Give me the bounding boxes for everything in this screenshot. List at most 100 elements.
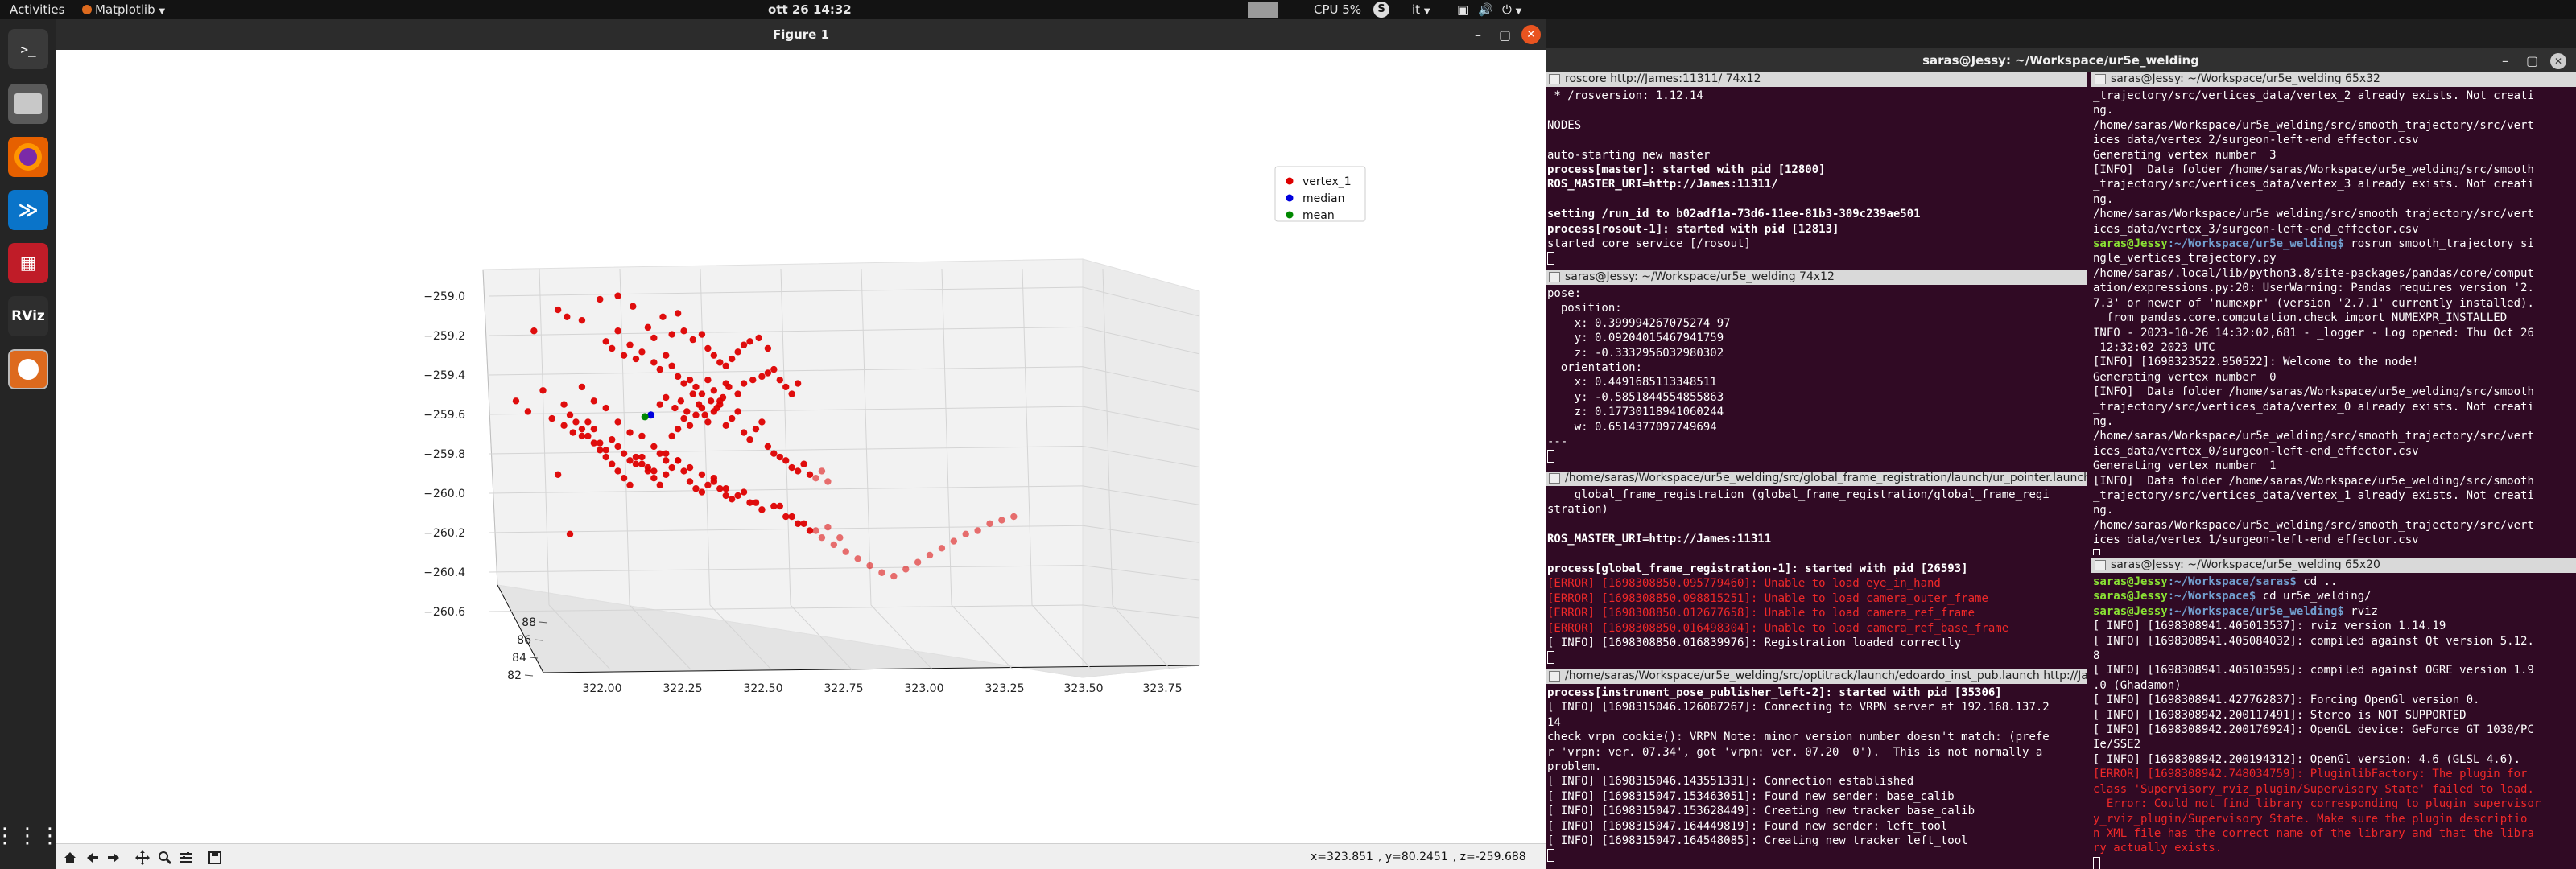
vertex_1-point <box>740 488 748 496</box>
vertex_1-point <box>602 453 609 461</box>
vertex_1-point <box>590 397 598 405</box>
terminal-line: x: 0.4491685113348511 <box>1547 376 1717 389</box>
x-tick-label: 322.00 <box>583 682 622 695</box>
vertex_1-point <box>689 336 696 344</box>
matplotlib-icon[interactable] <box>8 349 48 389</box>
pane-optitrack[interactable]: /home/saras/Workspace/ur5e_welding/src/o… <box>1546 669 2087 869</box>
pane-roscore[interactable]: roscore http://James:11311/ 74x12 * /ros… <box>1546 72 2087 267</box>
pane-close-icon[interactable] <box>1549 473 1560 484</box>
home-icon[interactable] <box>61 849 79 867</box>
data-points <box>512 292 1018 580</box>
terminal-line: saras@Jessy:~/Workspace/saras$ cd .. <box>2093 575 2338 588</box>
vertex_1-point <box>539 387 547 394</box>
vertex_1-point <box>854 555 861 562</box>
pan-icon[interactable] <box>134 849 151 867</box>
terminal-line: z: 0.17730118941060244 <box>1547 406 1724 419</box>
vertex_1-point <box>608 436 616 443</box>
close-icon[interactable]: ✕ <box>2550 53 2566 69</box>
pane-close-icon[interactable] <box>1549 671 1560 682</box>
terminal-line: [ INFO] [1698315047.164449819]: Found ne… <box>1547 819 1948 833</box>
show-applications-icon[interactable]: ⋮⋮⋮ <box>0 824 62 848</box>
vertex_1-point <box>566 411 574 418</box>
pane-smooth-trajectory[interactable]: saras@Jessy: ~/Workspace/ur5e_welding 65… <box>2091 72 2576 555</box>
terminal-line: ROS_MASTER_URI=http://James:11311/ <box>1547 178 1778 192</box>
vertex_1-point <box>650 334 658 342</box>
vertex_1-point <box>740 341 748 348</box>
terminal-icon[interactable]: >_ <box>8 29 48 69</box>
zoom-icon[interactable] <box>156 849 174 867</box>
scatter-3d-plot[interactable]: −259.0 −259.2 −259.4 −259.6 −259.8 −260.0 −260… <box>56 50 1546 843</box>
activities-button[interactable]: Activities <box>10 2 65 17</box>
pane-pose[interactable]: saras@Jessy: ~/Workspace/ur5e_welding 74… <box>1546 270 2087 468</box>
vertex_1-point <box>692 383 700 391</box>
vertex_1-point <box>764 344 772 352</box>
z-tick-labels: −259.0 −259.2 −259.4 −259.6 −259.8 −260.0 −260… <box>423 290 465 619</box>
pane-close-icon[interactable] <box>1549 74 1560 84</box>
network-icon[interactable]: ▣ <box>1457 2 1469 17</box>
terminal-line: [INFO] Data folder /home/saras/Workspace… <box>2093 163 2534 177</box>
vertex_1-point <box>701 411 708 418</box>
figure-toolbar: x=323.851 , y=80.2451 , z=-259.688 <box>56 843 1546 869</box>
terminal-line: ngle_vertices_trajectory.py <box>2093 252 2277 266</box>
vertex_1-point <box>950 537 958 545</box>
terminal-line: class 'Supervisory_rviz_plugin/Superviso… <box>2093 782 2534 796</box>
app-menu[interactable]: Matplotlib ▼ <box>82 2 165 17</box>
maximize-icon[interactable]: ▢ <box>1499 27 1512 43</box>
terminal-line: INFO - 2023-10-26 14:32:02,681 - _logger… <box>2093 326 2534 340</box>
pane-close-icon[interactable] <box>2095 74 2106 84</box>
vertex_1-point <box>716 401 724 408</box>
terminal-line: [ERROR] [1698308942.748034759]: Pluginli… <box>2093 768 2528 781</box>
volume-icon[interactable]: 🔊 <box>1478 2 1493 17</box>
chevron-down-icon: ▼ <box>159 7 166 16</box>
cpu-indicator[interactable]: CPU 5% <box>1314 2 1362 17</box>
files-icon[interactable] <box>8 84 48 124</box>
vertex_1-point <box>572 418 580 426</box>
terminal-line: n XML file has the correct name of the l… <box>2093 826 2534 840</box>
skype-icon[interactable]: S <box>1373 2 1389 18</box>
pane-ur-pointer[interactable]: /home/saras/Workspace/ur5e_welding/src/g… <box>1546 472 2087 666</box>
forward-arrow-icon[interactable] <box>105 849 122 867</box>
terminal-line: 7.3' or newer of 'numexpr' (version '2.7… <box>2093 296 2534 310</box>
maximize-icon[interactable]: ▢ <box>2526 53 2539 68</box>
terminal-line: [ INFO] [1698308941.427762837]: Forcing … <box>2093 694 2480 707</box>
clock[interactable]: ott 26 14:32 <box>768 2 852 17</box>
power-icon[interactable]: ⏻ ▼ <box>1502 2 1522 17</box>
vertex_1-point <box>776 453 783 461</box>
close-icon[interactable]: ✕ <box>1521 25 1541 44</box>
minimize-icon[interactable]: – <box>1475 27 1481 43</box>
terminal-line: check_vrpn_cookie(): VRPN Note: minor ve… <box>1547 731 2050 744</box>
vscode-icon[interactable]: ≫ <box>8 190 48 230</box>
vertex_1-point <box>578 432 586 440</box>
vertex_1-point <box>704 481 712 489</box>
terminal-line: saras@Jessy:~/Workspace$ cd ur5e_welding… <box>2093 590 2372 603</box>
vertex_1-point <box>842 548 849 555</box>
coord-x: x=323.851 <box>1311 850 1373 863</box>
pane-rviz[interactable]: saras@Jessy: ~/Workspace/ur5e_welding 65… <box>2091 558 2576 869</box>
terminal-line: [ INFO] [1698308941.405013537]: rviz ver… <box>2093 620 2446 633</box>
vertex_1-point <box>677 397 685 405</box>
vertex_1-point <box>530 327 538 335</box>
rviz-icon[interactable]: RViz <box>8 296 48 336</box>
vertex_1-point <box>704 418 712 426</box>
back-arrow-icon[interactable] <box>84 849 101 867</box>
system-monitor-icon[interactable]: ▦ <box>8 243 48 283</box>
pane-close-icon[interactable] <box>1549 272 1560 282</box>
vertex_1-point <box>782 513 790 521</box>
vertex_1-point <box>597 447 604 454</box>
terminal-line: [ERROR] [1698308850.098815251]: Unable t… <box>1547 591 1988 605</box>
language-indicator[interactable]: it ▼ <box>1412 2 1430 17</box>
terminal-cursor <box>1547 252 1554 266</box>
pane-title: saras@Jessy: ~/Workspace/ur5e_welding 65… <box>2111 558 2380 571</box>
x-tick-label: 322.50 <box>744 682 783 695</box>
configure-subplots-icon[interactable] <box>177 849 195 867</box>
save-icon[interactable] <box>206 849 224 867</box>
minimize-icon[interactable]: – <box>2502 53 2508 68</box>
firefox-icon[interactable] <box>8 137 48 177</box>
pane-close-icon[interactable] <box>2095 560 2106 570</box>
terminal-line: setting /run_id to b02adf1a-73d6-11ee-81… <box>1547 208 1921 221</box>
vertex_1-point <box>554 306 562 314</box>
vertex_1-point <box>734 492 741 500</box>
terminal-line: auto-starting new master <box>1547 148 1711 162</box>
terminal-line: pose: <box>1547 287 1582 300</box>
